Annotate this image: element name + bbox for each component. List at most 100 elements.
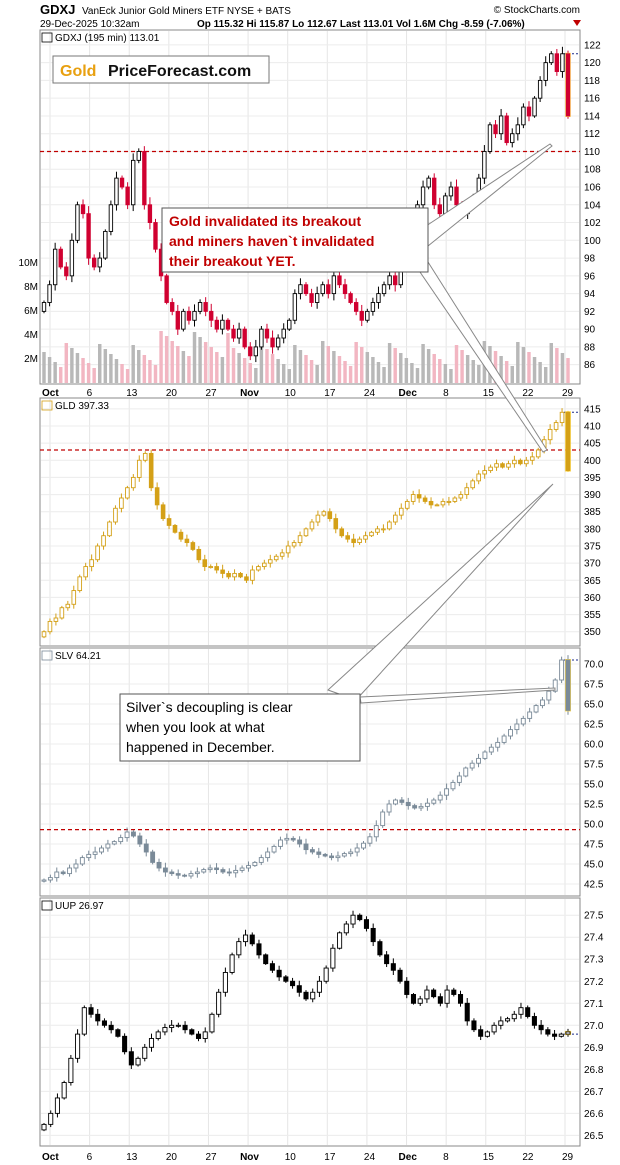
slv-candle-body bbox=[527, 711, 533, 719]
x-tick-label: 10 bbox=[285, 388, 297, 399]
x-tick-label: 20 bbox=[166, 388, 178, 399]
slv-candle-body bbox=[194, 871, 200, 875]
slv-candle-body bbox=[367, 836, 373, 844]
volume-tick-label: 4M bbox=[24, 330, 38, 341]
gdxj-candle-body bbox=[164, 275, 169, 303]
x-tick-label: 17 bbox=[324, 388, 336, 399]
volume-bar bbox=[532, 357, 537, 383]
slv-candle-body bbox=[137, 835, 143, 845]
y-tick-label: 26.9 bbox=[584, 1043, 604, 1054]
slv-candle-body bbox=[488, 746, 494, 753]
volume-bar bbox=[176, 346, 180, 383]
volume-bar bbox=[493, 351, 498, 383]
uup-candle-body bbox=[41, 1123, 47, 1131]
gdxj-candle-body bbox=[326, 284, 331, 295]
gld-legend: GLD 397.33 bbox=[41, 400, 109, 412]
gdxj-candle-body bbox=[454, 186, 459, 206]
slv-candle-body bbox=[444, 788, 450, 796]
uup-candle-body bbox=[397, 969, 403, 982]
uup-candle-body bbox=[155, 1031, 161, 1039]
uup-candle-body bbox=[135, 1057, 141, 1066]
volume-bar bbox=[231, 348, 236, 383]
slv-candle-body bbox=[418, 805, 424, 809]
gdxj-candle-body bbox=[320, 284, 325, 295]
uup-candle-body bbox=[424, 989, 430, 1000]
logo-brand-text: PriceForecast.com bbox=[108, 63, 251, 80]
gld-candle-body bbox=[47, 620, 53, 633]
gld-candle-body bbox=[381, 528, 386, 531]
slv-candle-body bbox=[143, 843, 149, 853]
gdxj-candle-body bbox=[303, 284, 309, 295]
gdxj-legend: GDXJ (195 min) 113.01 bbox=[41, 32, 160, 44]
gdxj-candle-body bbox=[275, 337, 281, 348]
gld-candle-body bbox=[547, 428, 553, 441]
gdxj-candle-body bbox=[108, 204, 114, 232]
gld-candle-body bbox=[559, 411, 565, 424]
stockcharts-copyright[interactable]: © StockCharts.com bbox=[494, 5, 580, 16]
uup-candle-body bbox=[498, 1020, 504, 1026]
volume-tick-label: 8M bbox=[24, 282, 38, 293]
uup-candle-body bbox=[101, 1020, 107, 1026]
uup-candle-body bbox=[249, 934, 255, 945]
uup-candle-body bbox=[545, 1029, 551, 1035]
uup-candle-body bbox=[478, 1029, 484, 1037]
y-tick-label: 375 bbox=[584, 542, 601, 553]
slv-candle-body bbox=[73, 863, 79, 869]
volume-bar bbox=[148, 360, 152, 383]
volume-bar bbox=[387, 343, 392, 383]
gld-candle-body bbox=[178, 531, 184, 540]
gdxj-candle-body bbox=[248, 346, 253, 357]
volume-bar bbox=[287, 369, 292, 383]
slv-candle-body bbox=[482, 751, 488, 759]
volume-bar bbox=[415, 368, 420, 383]
uup-candle-body bbox=[236, 941, 242, 956]
gld-candle-body bbox=[309, 521, 315, 530]
logo-gold-text: Gold bbox=[60, 63, 96, 80]
slv-candle-body bbox=[156, 861, 162, 869]
y-tick-label: 50.0 bbox=[584, 820, 604, 831]
y-tick-label: 98 bbox=[584, 254, 596, 265]
gld-candle-body bbox=[512, 459, 517, 465]
volume-bar bbox=[265, 349, 269, 383]
volume-bar bbox=[248, 363, 252, 383]
silver-callout-line-1: Silver`s decoupling is clear bbox=[126, 699, 293, 715]
slv-candle-body bbox=[520, 717, 526, 725]
y-tick-label: 92 bbox=[584, 307, 596, 318]
y-tick-label: 67.5 bbox=[584, 680, 604, 691]
y-tick-label: 86 bbox=[584, 360, 596, 371]
gld-candle-body bbox=[333, 518, 339, 530]
uup-candle-body bbox=[61, 1082, 67, 1099]
gdxj-candle-body bbox=[75, 204, 80, 241]
y-tick-label: 116 bbox=[584, 94, 600, 105]
slv-candle-body bbox=[124, 831, 130, 839]
x-tick-label: Nov bbox=[240, 388, 259, 399]
quote-date: 29-Dec-2025 10:32am bbox=[40, 19, 140, 30]
gdxj-candle-body bbox=[370, 302, 376, 312]
gdxj-candle-body bbox=[119, 177, 125, 188]
uup-candle-body bbox=[81, 1007, 87, 1035]
slv-candle-body bbox=[150, 851, 156, 863]
volume-layer bbox=[42, 331, 570, 383]
gdxj-candle-body bbox=[214, 319, 219, 330]
x-tick-label: 22 bbox=[522, 388, 534, 399]
volume-bar bbox=[259, 344, 264, 383]
volume-bar bbox=[42, 352, 46, 383]
uup-candle-body bbox=[558, 1033, 564, 1037]
gdxj-candle-body bbox=[181, 310, 186, 330]
x-tick-label: Dec bbox=[399, 1152, 418, 1163]
volume-bar bbox=[538, 362, 542, 383]
uup-candle-body bbox=[525, 1007, 531, 1017]
x-tick-label: Oct bbox=[42, 1152, 59, 1163]
slv-candle-body bbox=[533, 705, 539, 713]
x-tick-label: 17 bbox=[324, 1152, 336, 1163]
x-tick-label: Dec bbox=[399, 388, 418, 399]
gld-candle-body bbox=[345, 535, 350, 540]
volume-bar bbox=[309, 360, 314, 383]
y-tick-label: 52.5 bbox=[584, 800, 604, 811]
gdxj-candle-body bbox=[86, 213, 91, 259]
gld-candle-body bbox=[273, 555, 279, 561]
slv-candle-body bbox=[233, 869, 239, 874]
gdxj-candle-body bbox=[197, 302, 203, 312]
gdxj-candle-body bbox=[264, 328, 270, 339]
x-tick-label: 15 bbox=[483, 388, 495, 399]
